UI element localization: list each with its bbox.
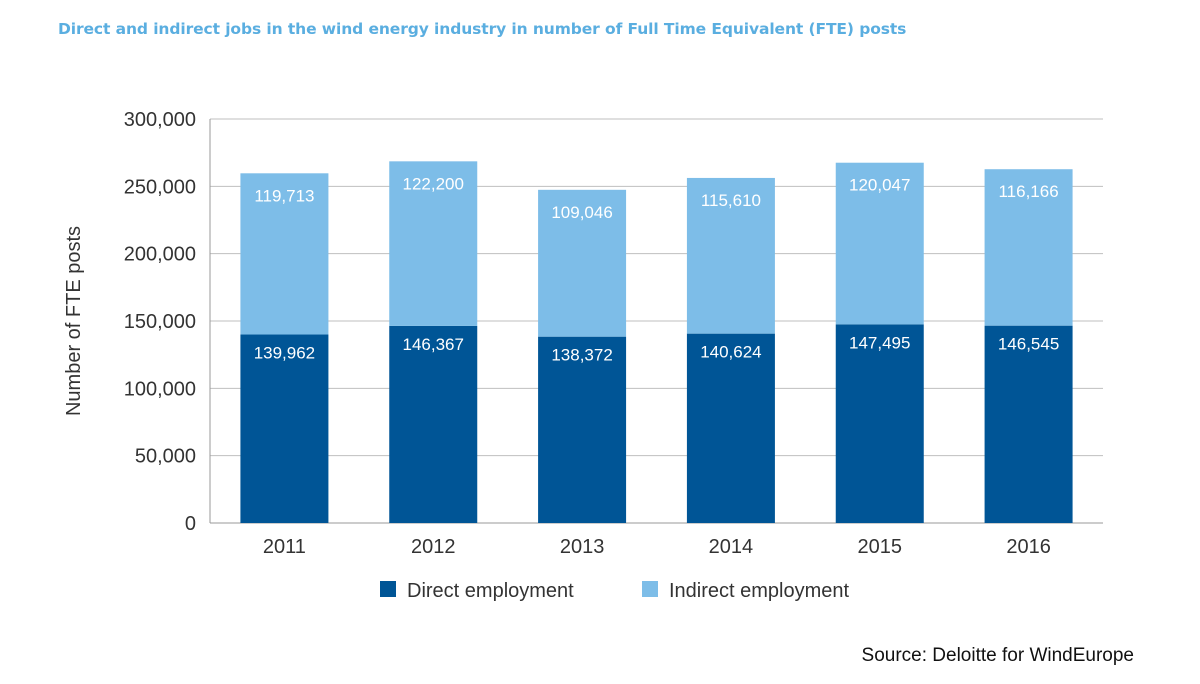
data-label-direct: 138,372 [551, 346, 612, 365]
data-label-direct: 146,545 [998, 335, 1059, 354]
legend-direct-label: Direct employment [407, 580, 574, 602]
y-tick-label: 0 [185, 513, 196, 535]
source-note: Source: Deloitte for WindEurope [861, 645, 1134, 666]
legend-direct-swatch [380, 581, 396, 597]
data-label-direct: 146,367 [403, 335, 464, 354]
data-label-indirect: 119,713 [254, 186, 314, 205]
bar-indirect [240, 173, 329, 335]
bar-indirect [686, 177, 775, 334]
bar-direct [984, 325, 1073, 523]
x-tick-label: 2012 [411, 536, 456, 558]
bar-direct [686, 333, 775, 523]
y-tick-label: 100,000 [124, 378, 196, 400]
data-label-indirect: 122,200 [403, 174, 464, 193]
bar-indirect [984, 169, 1073, 326]
data-label-direct: 140,624 [700, 343, 761, 362]
legend-indirect-swatch [642, 581, 658, 597]
y-tick-label: 150,000 [124, 311, 196, 333]
x-tick-label: 2014 [709, 536, 754, 558]
data-label-indirect: 120,047 [849, 176, 910, 195]
data-label-direct: 147,495 [849, 333, 910, 352]
x-tick-label: 2013 [560, 536, 605, 558]
y-tick-label: 250,000 [124, 176, 196, 198]
bar-direct [240, 334, 329, 523]
bar-direct [835, 324, 924, 523]
data-label-direct: 139,962 [254, 344, 315, 363]
x-tick-label: 2016 [1006, 536, 1051, 558]
data-label-indirect: 109,046 [551, 203, 612, 222]
data-label-indirect: 116,166 [998, 182, 1058, 201]
bar-direct [538, 336, 627, 523]
y-axis-label: Number of FTE posts [63, 226, 85, 416]
bar-direct [389, 325, 478, 523]
x-tick-label: 2011 [263, 536, 306, 558]
bar-indirect [389, 161, 478, 326]
y-tick-label: 300,000 [124, 109, 196, 131]
legend-indirect-label: Indirect employment [669, 580, 850, 602]
data-label-indirect: 115,610 [701, 191, 761, 210]
chart-title: Direct and indirect jobs in the wind ene… [58, 20, 907, 38]
y-tick-label: 200,000 [124, 244, 196, 266]
x-tick-label: 2015 [858, 536, 903, 558]
bar-indirect [538, 189, 627, 337]
y-tick-label: 50,000 [135, 446, 196, 468]
bar-indirect [835, 162, 924, 325]
